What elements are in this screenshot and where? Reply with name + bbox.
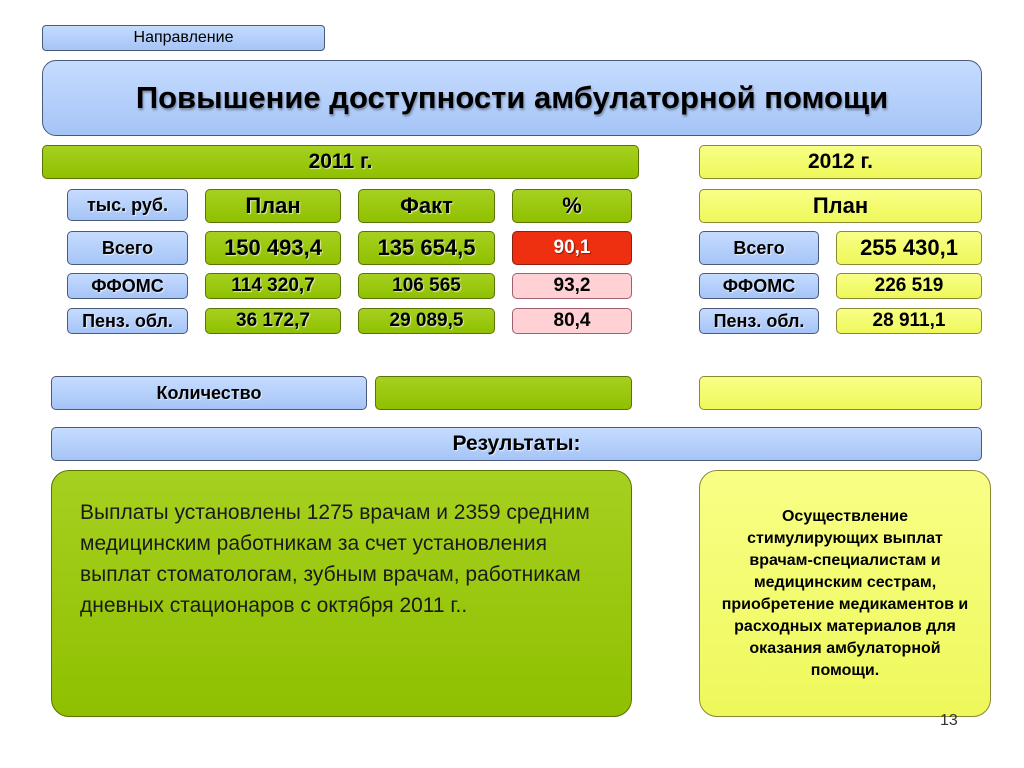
results-2012-panel: Осуществление стимулирующих выплат врача… <box>699 470 991 717</box>
row-label-penza-2011: Пенз. обл. <box>67 308 188 334</box>
page-number-text: 13 <box>940 712 958 729</box>
results-2012-text: Осуществление стимулирующих выплат врача… <box>721 507 969 679</box>
value-text: 93,2 <box>553 275 591 296</box>
year-2011-header: 2011 г. <box>42 145 639 179</box>
results-2011-panel: Выплаты установлены 1275 врачам и 2359 с… <box>51 470 632 717</box>
quantity-2012-value <box>699 376 982 410</box>
plan-total-2011: 150 493,4 <box>205 231 341 265</box>
quantity-label-text: Количество <box>156 382 262 403</box>
plan-ffoms-2012: 226 519 <box>836 273 982 299</box>
direction-label: Направление <box>42 25 325 51</box>
row-label-text: Всего <box>101 237 154 258</box>
percent-ffoms-2011: 93,2 <box>512 273 632 299</box>
row-label-ffoms-2012: ФФОМС <box>699 273 819 299</box>
row-label-text: Пенз. обл. <box>713 310 805 331</box>
plan-2012-header-text: План <box>812 193 869 218</box>
page-title: Повышение доступности амбулаторной помощ… <box>135 80 889 115</box>
row-label-total-2012: Всего <box>699 231 819 265</box>
value-text: 80,4 <box>553 310 591 331</box>
value-text: 106 565 <box>392 275 461 296</box>
year-2012-header: 2012 г. <box>699 145 982 179</box>
row-label-total-2011: Всего <box>67 231 188 265</box>
value-text: 150 493,4 <box>224 235 322 260</box>
row-label-ffoms-2011: ФФОМС <box>67 273 188 299</box>
percent-2011-header-text: % <box>562 193 582 218</box>
page-number: 13 <box>940 712 970 732</box>
percent-penza-2011: 80,4 <box>512 308 632 334</box>
fact-ffoms-2011: 106 565 <box>358 273 495 299</box>
value-text: 135 654,5 <box>377 235 476 260</box>
value-text: 90,1 <box>553 237 591 258</box>
plan-penza-2011: 36 172,7 <box>205 308 341 334</box>
fact-total-2011: 135 654,5 <box>358 231 495 265</box>
unit-header-text: тыс. руб. <box>86 194 169 215</box>
plan-penza-2012: 28 911,1 <box>836 308 982 334</box>
results-header: Результаты: <box>51 427 982 461</box>
plan-2012-header: План <box>699 189 982 223</box>
year-2011-text: 2011 г. <box>308 150 373 173</box>
row-label-text: ФФОМС <box>91 275 164 296</box>
plan-2011-header-text: План <box>245 193 301 218</box>
value-text: 255 430,1 <box>860 235 958 260</box>
year-2012-text: 2012 г. <box>807 150 874 173</box>
value-text: 29 089,5 <box>389 310 464 331</box>
row-label-text: Пенз. обл. <box>82 310 173 331</box>
plan-ffoms-2011: 114 320,7 <box>205 273 341 299</box>
plan-2011-header: План <box>205 189 341 223</box>
value-text: 226 519 <box>874 275 944 296</box>
row-label-text: ФФОМС <box>722 275 796 296</box>
percent-2011-header: % <box>512 189 632 223</box>
results-header-text: Результаты: <box>452 432 581 455</box>
value-text: 114 320,7 <box>231 275 315 296</box>
row-label-penza-2012: Пенз. обл. <box>699 308 819 334</box>
unit-header: тыс. руб. <box>67 189 188 221</box>
fact-2011-header: Факт <box>358 189 495 223</box>
plan-total-2012: 255 430,1 <box>836 231 982 265</box>
row-label-text: Всего <box>733 237 785 258</box>
fact-2011-header-text: Факт <box>400 193 453 218</box>
direction-label-text: Направление <box>133 29 234 46</box>
fact-penza-2011: 29 089,5 <box>358 308 495 334</box>
quantity-2011-value <box>375 376 632 410</box>
results-2011-text: Выплаты установлены 1275 врачам и 2359 с… <box>80 501 590 617</box>
percent-total-2011: 90,1 <box>512 231 632 265</box>
quantity-label: Количество <box>51 376 367 410</box>
title-banner: Повышение доступности амбулаторной помощ… <box>42 60 982 136</box>
value-text: 36 172,7 <box>236 310 310 331</box>
value-text: 28 911,1 <box>872 310 946 331</box>
